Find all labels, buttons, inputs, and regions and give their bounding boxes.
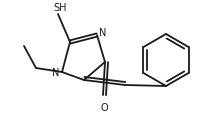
Text: O: O (100, 103, 108, 113)
Text: N: N (52, 68, 60, 78)
Text: SH: SH (53, 3, 67, 13)
Text: N: N (99, 28, 107, 38)
